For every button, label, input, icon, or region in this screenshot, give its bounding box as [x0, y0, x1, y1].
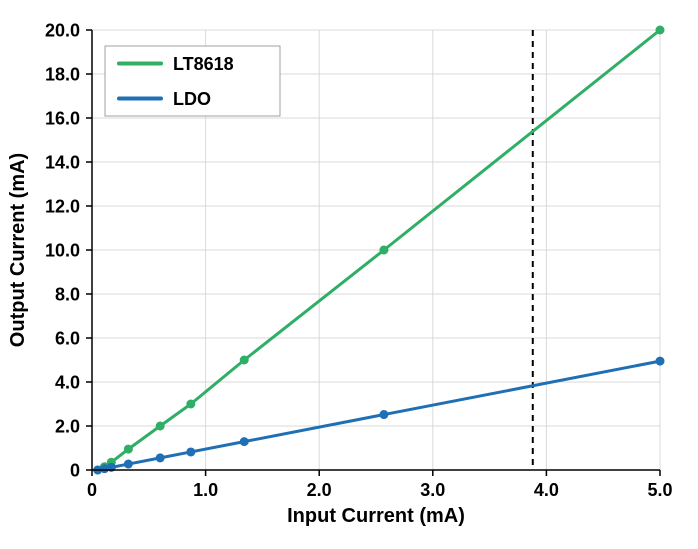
- series-marker: [379, 410, 388, 419]
- series-marker: [656, 26, 665, 35]
- x-tick-label: 1.0: [193, 480, 218, 500]
- y-tick-label: 18.0: [45, 64, 80, 84]
- x-tick-label: 5.0: [647, 480, 672, 500]
- series-marker: [379, 246, 388, 255]
- chart-container: 0 1.0 2.0 3.0 4.0 5.0 0 2.0 4.0 6.0 8.0 10.0 12.0 14.…: [0, 0, 698, 549]
- series-marker: [124, 460, 133, 469]
- y-tick-label: 6.0: [55, 328, 80, 348]
- y-tick-label: 16.0: [45, 108, 80, 128]
- x-axis-label: Input Current (mA): [287, 505, 465, 527]
- series-marker: [240, 437, 249, 446]
- x-tick-label: 4.0: [534, 480, 559, 500]
- y-tick-label: 4.0: [55, 372, 80, 392]
- legend: LT8618 LDO: [105, 46, 280, 116]
- chart-svg: 0 1.0 2.0 3.0 4.0 5.0 0 2.0 4.0 6.0 8.0 10.0 12.0 14.…: [0, 0, 698, 549]
- y-tick-label: 8.0: [55, 284, 80, 304]
- y-tick-label: 10.0: [45, 240, 80, 260]
- y-tick-label: 14.0: [45, 152, 80, 172]
- x-tick-label: 0: [87, 480, 97, 500]
- x-tick-label: 2.0: [307, 480, 332, 500]
- series-marker: [656, 357, 665, 366]
- legend-label: LDO: [173, 89, 211, 109]
- y-tick-label: 2.0: [55, 416, 80, 436]
- series-marker: [156, 453, 165, 462]
- y-tick-label: 0: [70, 460, 80, 480]
- series-marker: [186, 447, 195, 456]
- series-marker: [186, 400, 195, 409]
- series-marker: [124, 445, 133, 454]
- y-tick-label: 12.0: [45, 196, 80, 216]
- y-axis-label: Output Current (mA): [7, 153, 29, 347]
- series-marker: [156, 422, 165, 431]
- x-tick-label: 3.0: [420, 480, 445, 500]
- y-tick-label: 20.0: [45, 20, 80, 40]
- series-marker: [240, 356, 249, 365]
- legend-label: LT8618: [173, 54, 234, 74]
